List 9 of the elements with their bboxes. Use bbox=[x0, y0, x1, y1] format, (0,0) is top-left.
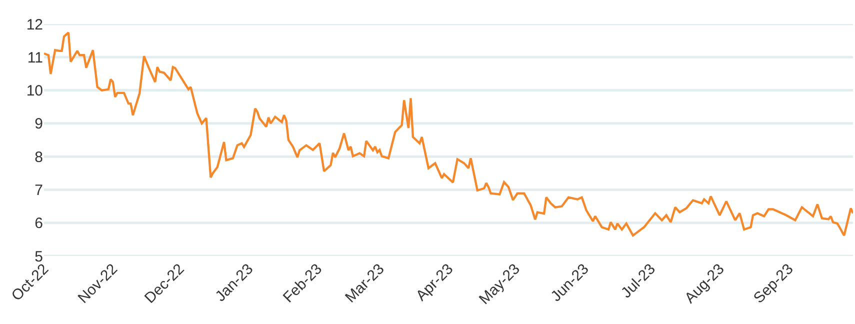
y-tick-label: 5 bbox=[34, 248, 43, 266]
y-tick-label: 9 bbox=[34, 116, 43, 133]
y-tick-label: 10 bbox=[26, 82, 43, 100]
line-series bbox=[44, 32, 853, 237]
y-tick-label: 6 bbox=[34, 215, 43, 232]
y-tick-label: 11 bbox=[27, 49, 43, 66]
y-tick-label: 8 bbox=[34, 148, 43, 166]
y-tick-label: 12 bbox=[26, 16, 43, 34]
y-tick-label: 7 bbox=[34, 182, 43, 199]
